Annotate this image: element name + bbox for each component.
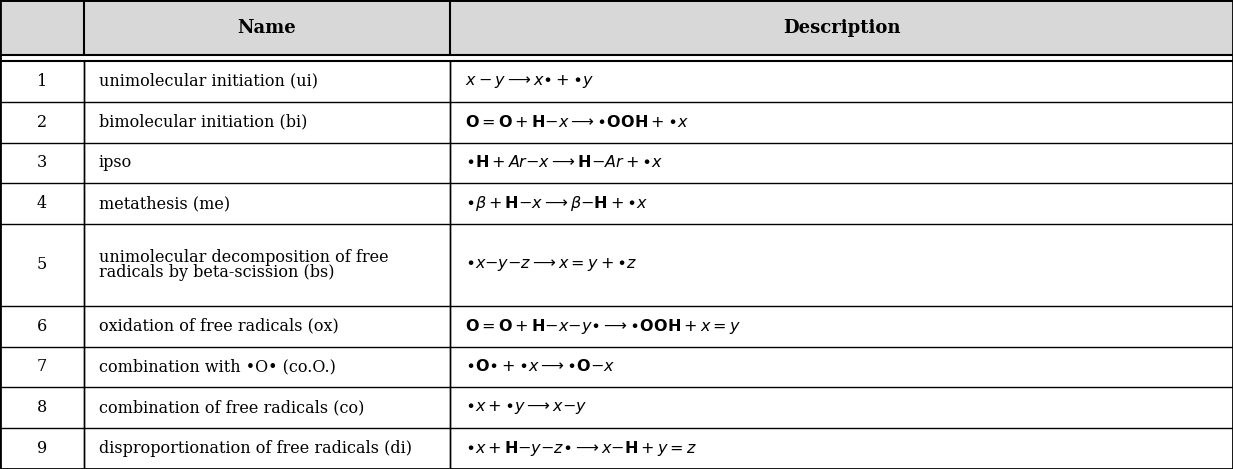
Text: 5: 5 — [37, 257, 47, 273]
Text: 7: 7 — [37, 358, 47, 376]
Text: oxidation of free radicals (ox): oxidation of free radicals (ox) — [99, 318, 338, 335]
Text: $\mathbf{O}{=}\mathbf{O}+\mathbf{H}{-}x{-}y{\bullet} \longrightarrow {\bullet}\m: $\mathbf{O}{=}\mathbf{O}+\mathbf{H}{-}x{… — [465, 317, 741, 336]
Text: 9: 9 — [37, 440, 47, 457]
Text: ipso: ipso — [99, 154, 132, 172]
Text: 6: 6 — [37, 318, 47, 335]
Text: radicals by beta-scission (bs): radicals by beta-scission (bs) — [99, 264, 334, 281]
Text: 1: 1 — [37, 73, 47, 90]
Text: disproportionation of free radicals (di): disproportionation of free radicals (di) — [99, 440, 412, 457]
Text: 4: 4 — [37, 195, 47, 212]
Text: unimolecular initiation (ui): unimolecular initiation (ui) — [99, 73, 318, 90]
Text: ${\bullet}x{-}y{-}z \longrightarrow x{=}y+{\bullet}z$: ${\bullet}x{-}y{-}z \longrightarrow x{=}… — [465, 257, 637, 273]
Text: metathesis (me): metathesis (me) — [99, 195, 229, 212]
Text: unimolecular decomposition of free: unimolecular decomposition of free — [99, 249, 388, 266]
Text: combination with •O• (co.O.): combination with •O• (co.O.) — [99, 358, 335, 376]
Text: ${\bullet}\mathbf{O}{\bullet}+{\bullet}x \longrightarrow {\bullet}\mathbf{O}{-}x: ${\bullet}\mathbf{O}{\bullet}+{\bullet}x… — [465, 358, 615, 376]
Text: 2: 2 — [37, 113, 47, 131]
Bar — [0, 55, 1233, 469]
Text: ${\bullet}x+\mathbf{H}{-}y{-}z{\bullet} \longrightarrow x{-}\mathbf{H}+y{=}z$: ${\bullet}x+\mathbf{H}{-}y{-}z{\bullet} … — [465, 439, 697, 458]
Text: ${\bullet}\mathbf{H}+Ar{-}x \longrightarrow \mathbf{H}{-}Ar+{\bullet}x$: ${\bullet}\mathbf{H}+Ar{-}x \longrightar… — [465, 154, 663, 172]
Bar — [0, 0, 1233, 55]
Text: 8: 8 — [37, 399, 47, 416]
Text: $\mathbf{O}{=}\mathbf{O}+\mathbf{H}{-}x \longrightarrow {\bullet}\mathbf{OOH}+{\: $\mathbf{O}{=}\mathbf{O}+\mathbf{H}{-}x … — [465, 113, 689, 131]
Text: Name: Name — [238, 19, 296, 37]
Text: ${\bullet}x+{\bullet}y \longrightarrow x{-}y$: ${\bullet}x+{\bullet}y \longrightarrow x… — [465, 399, 587, 416]
Text: bimolecular initiation (bi): bimolecular initiation (bi) — [99, 113, 307, 131]
Text: ${\bullet}\beta+\mathbf{H}{-}x \longrightarrow \beta{-}\mathbf{H}+{\bullet}x$: ${\bullet}\beta+\mathbf{H}{-}x \longrigh… — [465, 194, 649, 213]
Text: Description: Description — [783, 19, 900, 37]
Text: 3: 3 — [37, 154, 47, 172]
Text: $x-y \longrightarrow x{\bullet} + {\bullet}y$: $x-y \longrightarrow x{\bullet} + {\bull… — [465, 73, 594, 90]
Text: combination of free radicals (co): combination of free radicals (co) — [99, 399, 364, 416]
